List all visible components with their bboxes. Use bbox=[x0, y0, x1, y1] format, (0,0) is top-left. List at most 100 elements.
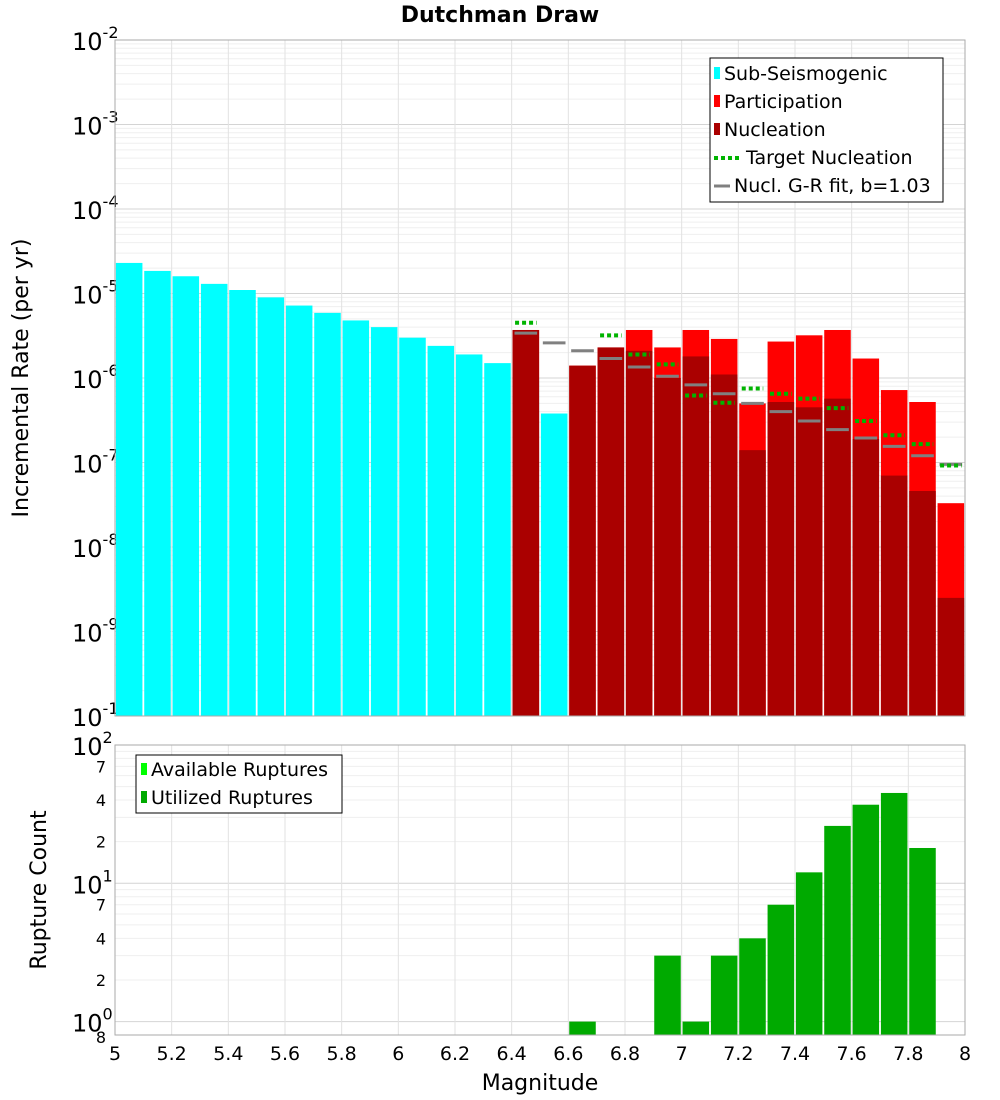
y-tick-label: 10-3 bbox=[72, 108, 119, 141]
y-tick-label: 10-5 bbox=[72, 277, 119, 310]
utilized-ruptures-bar bbox=[852, 804, 880, 1035]
y-tick-exponent: -4 bbox=[103, 192, 119, 211]
nucleation-bar bbox=[654, 378, 681, 716]
y-minor-tick-label: 4 bbox=[96, 791, 106, 810]
legend-label: Sub-Seismogenic bbox=[724, 63, 888, 85]
x-tick-label: 7.2 bbox=[723, 1043, 753, 1065]
legend-label: Participation bbox=[724, 91, 843, 113]
x-tick-label: 6.4 bbox=[497, 1043, 527, 1065]
legend-swatch bbox=[714, 123, 720, 135]
y-minor-tick-label: 7 bbox=[96, 896, 106, 915]
nucleation-bar bbox=[880, 475, 908, 716]
legend-swatch bbox=[714, 67, 720, 79]
y-minor-tick-label: 7 bbox=[96, 757, 106, 776]
y-tick-base: 10 bbox=[72, 704, 103, 732]
nucleation-bar bbox=[852, 438, 880, 716]
bottom-legend: Available Ruptures Utilized Ruptures bbox=[135, 754, 343, 814]
top-plot-frame bbox=[114, 39, 966, 717]
x-tick-label: 7.8 bbox=[893, 1043, 923, 1065]
x-tick-label: 6 bbox=[392, 1043, 404, 1065]
nucleation-bar bbox=[795, 407, 823, 716]
sub-seismogenic-bar bbox=[200, 283, 228, 716]
nucleation-bar bbox=[512, 329, 540, 716]
y-tick-base: 10 bbox=[72, 282, 103, 310]
y-minor-tick-label: 8 bbox=[96, 1028, 106, 1047]
sub-seismogenic-bar bbox=[455, 354, 483, 716]
nucleation-bar bbox=[682, 356, 710, 716]
chart-title: Dutchman Draw bbox=[401, 3, 600, 28]
y-tick-exponent: -3 bbox=[103, 108, 119, 127]
y-tick-label: 10-8 bbox=[72, 530, 119, 563]
bottom-y-axis-title: Rupture Count bbox=[27, 810, 52, 970]
sub-seismogenic-bar bbox=[172, 276, 200, 716]
sub-seismogenic-bar bbox=[115, 262, 143, 716]
nucleation-bar bbox=[710, 374, 738, 716]
sub-seismogenic-bar bbox=[399, 337, 426, 716]
x-tick-label: 6.2 bbox=[440, 1043, 470, 1065]
y-tick-exponent: -2 bbox=[103, 23, 119, 42]
y-tick-exponent: 0 bbox=[103, 1005, 113, 1024]
y-tick-base: 10 bbox=[72, 871, 103, 899]
sub-seismogenic-bar bbox=[370, 327, 398, 716]
sub-seismogenic-bar bbox=[484, 363, 511, 716]
y-tick-base: 10 bbox=[72, 733, 103, 761]
nucleation-bar bbox=[909, 490, 936, 716]
x-tick-label: 5 bbox=[109, 1043, 121, 1065]
x-axis-title: Magnitude bbox=[482, 1071, 599, 1096]
bottom-bars bbox=[569, 792, 936, 1035]
utilized-ruptures-bar bbox=[682, 1021, 710, 1035]
y-tick-base: 10 bbox=[72, 1010, 103, 1038]
utilized-ruptures-bar bbox=[710, 955, 738, 1035]
utilized-ruptures-bar bbox=[795, 872, 823, 1035]
sub-seismogenic-bar bbox=[540, 413, 568, 716]
top-legend-box bbox=[709, 57, 944, 203]
utilized-ruptures-bar bbox=[767, 904, 795, 1035]
legend-label: Utilized Ruptures bbox=[151, 787, 313, 809]
x-tick-label: 7.6 bbox=[837, 1043, 867, 1065]
y-tick-label: 10-7 bbox=[72, 446, 119, 479]
legend-label: Target Nucleation bbox=[745, 147, 913, 169]
utilized-ruptures-bar bbox=[880, 792, 908, 1035]
y-tick-base: 10 bbox=[72, 197, 103, 225]
nucleation-bar bbox=[739, 450, 766, 716]
x-tick-labels: 5 5.2 5.4 5.6 5.8 6 6.2 6.4 6.6 6.8 7 7.2 7.4 7.6 7.8 8 bbox=[109, 1043, 971, 1065]
y-tick-base: 10 bbox=[72, 620, 103, 648]
y-tick-label: 100 bbox=[72, 1005, 113, 1038]
legend-swatch bbox=[141, 791, 147, 803]
sub-seismogenic-bar bbox=[229, 290, 256, 716]
legend-swatch bbox=[141, 763, 147, 775]
utilized-ruptures-bar bbox=[824, 825, 851, 1035]
legend-label: Available Ruptures bbox=[151, 759, 328, 781]
y-tick-base: 10 bbox=[72, 28, 103, 56]
y-tick-label: 10-6 bbox=[72, 361, 119, 394]
x-tick-label: 5.2 bbox=[157, 1043, 187, 1065]
sub-seismogenic-bar bbox=[257, 297, 285, 716]
x-tick-label: 7 bbox=[676, 1043, 688, 1065]
legend-swatch bbox=[714, 95, 720, 107]
y-tick-exponent: 2 bbox=[103, 728, 113, 747]
x-tick-label: 5.8 bbox=[327, 1043, 357, 1065]
utilized-ruptures-bar bbox=[739, 938, 766, 1035]
utilized-ruptures-bar bbox=[654, 955, 681, 1035]
y-tick-label: 102 bbox=[72, 728, 113, 761]
utilized-ruptures-bar bbox=[569, 1021, 596, 1035]
nucleation-bar bbox=[569, 365, 596, 716]
sub-seismogenic-bar bbox=[285, 305, 313, 716]
sub-seismogenic-bar bbox=[342, 320, 370, 716]
sub-seismogenic-bar bbox=[314, 312, 341, 716]
x-tick-label: 5.6 bbox=[270, 1043, 300, 1065]
y-tick-label: 10-2 bbox=[72, 23, 119, 56]
legend-label: Nucleation bbox=[724, 119, 826, 141]
y-tick-label: 101 bbox=[72, 866, 113, 899]
x-tick-label: 6.8 bbox=[610, 1043, 640, 1065]
top-y-axis-title: Incremental Rate (per yr) bbox=[9, 239, 34, 518]
y-minor-tick-label: 2 bbox=[96, 833, 106, 852]
y-minor-tick-label: 4 bbox=[96, 929, 106, 948]
bottom-legend-box bbox=[135, 754, 343, 814]
utilized-ruptures-bar bbox=[909, 847, 936, 1035]
sub-seismogenic-bar bbox=[427, 345, 455, 716]
y-tick-base: 10 bbox=[72, 535, 103, 563]
